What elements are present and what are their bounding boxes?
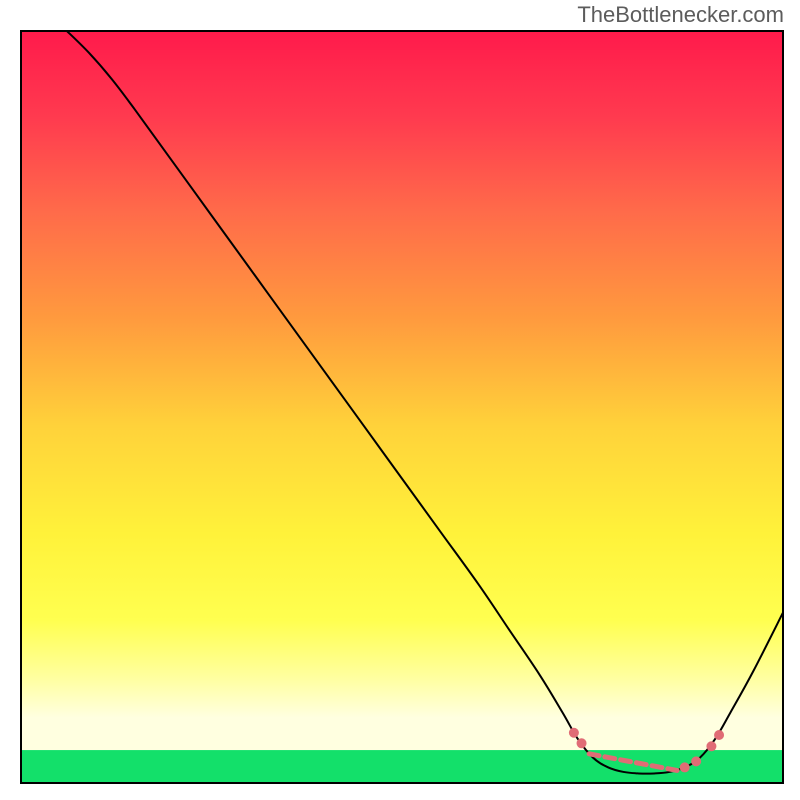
highlight-marker xyxy=(569,728,579,738)
highlight-marker xyxy=(577,738,587,748)
highlight-marker xyxy=(691,756,701,766)
highlight-marker xyxy=(706,741,716,751)
watermark-text: TheBottlenecker.com xyxy=(577,2,784,28)
chart-stage: TheBottlenecker.com xyxy=(0,0,800,800)
plot-svg xyxy=(20,30,784,784)
highlight-marker xyxy=(680,762,690,772)
highlight-marker xyxy=(714,730,724,740)
plot-area xyxy=(20,30,784,784)
gradient-background xyxy=(20,30,784,750)
